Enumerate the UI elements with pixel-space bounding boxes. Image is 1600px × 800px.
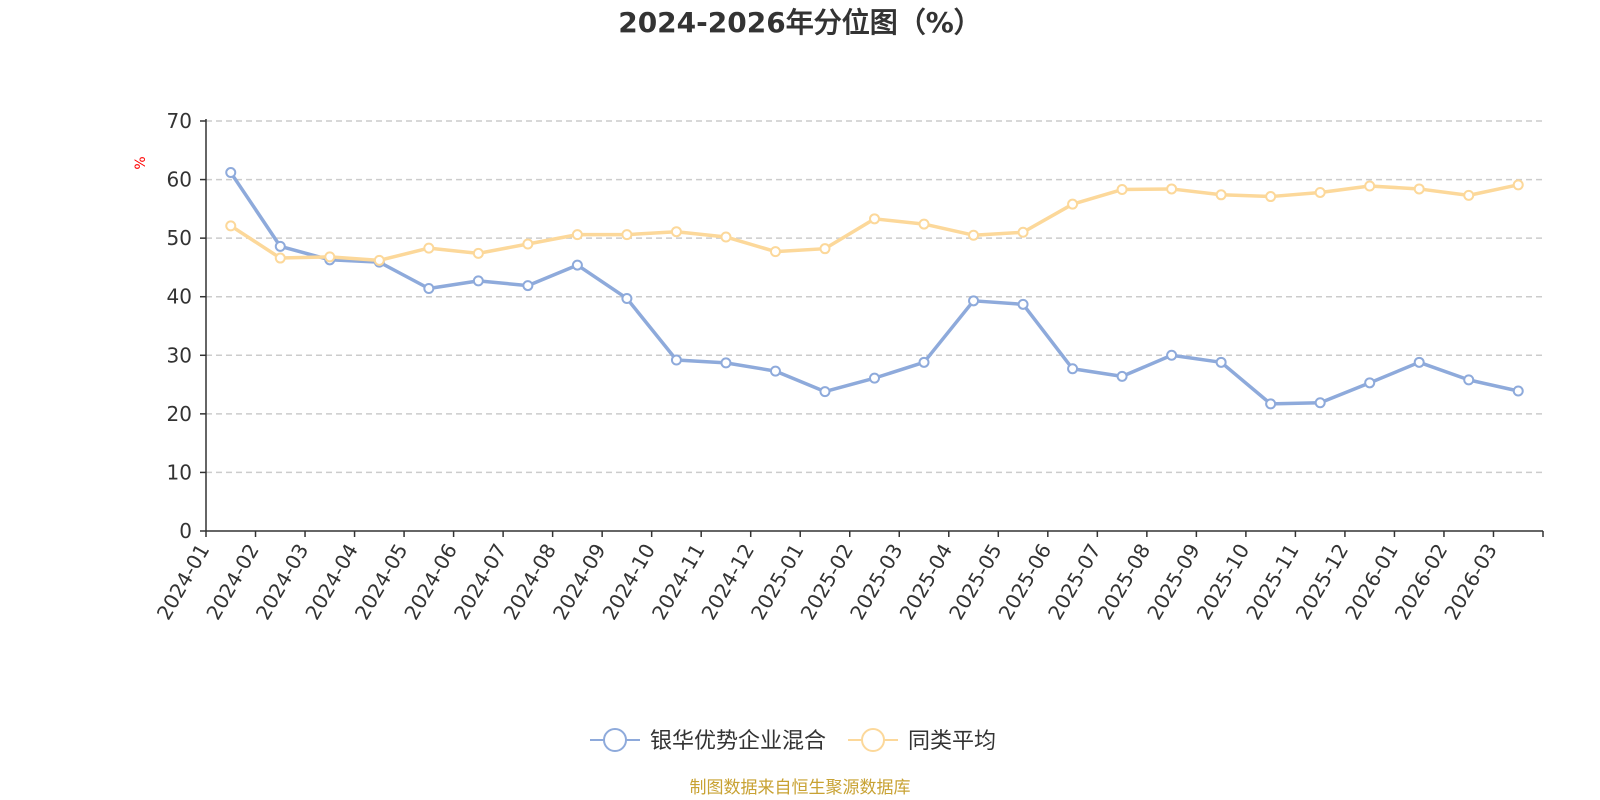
series-1-point[interactable] (670, 226, 682, 238)
series-0-point[interactable] (1512, 385, 1524, 397)
y-tick-label: 50 (167, 226, 192, 250)
series-1-point[interactable] (918, 218, 930, 230)
series-0-point[interactable] (1017, 298, 1029, 310)
series-1-point[interactable] (274, 252, 286, 264)
series-1-point[interactable] (1116, 184, 1128, 196)
series-0-point[interactable] (819, 386, 831, 398)
series-0-point[interactable] (571, 259, 583, 271)
series-1-point[interactable] (522, 238, 534, 250)
y-tick-label: 10 (167, 460, 192, 484)
series-0-point[interactable] (1215, 356, 1227, 368)
series-0-point[interactable] (274, 240, 286, 252)
legend-label: 同类平均 (908, 729, 996, 754)
series-1-point[interactable] (1463, 189, 1475, 201)
chart-title: 2024-2026年分位图（%） (618, 6, 982, 39)
series-0-point[interactable] (720, 357, 732, 369)
series-1-point[interactable] (1512, 179, 1524, 191)
legend-item-1[interactable]: 同类平均 (848, 728, 996, 754)
legend-marker (603, 728, 627, 752)
series-0-point[interactable] (918, 356, 930, 368)
series-1-point[interactable] (819, 243, 831, 255)
series-0-point[interactable] (1413, 356, 1425, 368)
series-1-point[interactable] (1166, 183, 1178, 195)
series-1-point[interactable] (769, 246, 781, 258)
series-0-point[interactable] (621, 292, 633, 304)
series-0-point[interactable] (670, 354, 682, 366)
series-1-point[interactable] (472, 247, 484, 259)
series-0-point[interactable] (225, 167, 237, 179)
y-axis-unit-label: % (133, 156, 149, 169)
series-0-point[interactable] (1364, 377, 1376, 389)
series-0-point[interactable] (1314, 397, 1326, 409)
series-1-point[interactable] (869, 213, 880, 225)
series-1-point[interactable] (1017, 226, 1029, 238)
legend-label: 银华优势企业混合 (650, 729, 826, 754)
y-tick-label: 60 (167, 168, 192, 192)
legend-marker (861, 728, 886, 752)
y-tick-label: 20 (167, 402, 192, 426)
grid-lines (206, 120, 1543, 474)
y-tick-label: 0 (179, 519, 192, 543)
series-1-point[interactable] (225, 220, 237, 232)
series-0-point[interactable] (1067, 363, 1079, 375)
series-1-point[interactable] (1364, 180, 1376, 192)
series-1-point[interactable] (373, 254, 385, 266)
series-1-point[interactable] (1215, 189, 1227, 201)
series-0-point[interactable] (869, 372, 880, 384)
y-tick-label: 70 (167, 109, 192, 133)
series-0-point[interactable] (1463, 374, 1475, 386)
data-source-note: 制图数据来自恒生聚源数据库 (690, 778, 911, 798)
series-0-point[interactable] (472, 275, 484, 287)
y-tick-label: 30 (167, 343, 192, 367)
series-0-point[interactable] (1166, 349, 1178, 361)
series-1-point[interactable] (324, 251, 336, 263)
series-1-point[interactable] (621, 229, 633, 241)
series-1-point[interactable] (423, 242, 435, 254)
series-0-point[interactable] (1265, 398, 1277, 410)
legend[interactable]: 银华优势企业混合 同类平均 (590, 728, 996, 754)
axes: 0102030405060702024-012024-022024-032024… (152, 109, 1544, 624)
series-1-point[interactable] (571, 229, 583, 241)
series-lines (225, 167, 1524, 410)
series-1-point[interactable] (1067, 198, 1079, 210)
series-1-point[interactable] (1265, 191, 1277, 203)
y-tick-label: 40 (167, 285, 192, 309)
series-1-point[interactable] (720, 231, 732, 243)
series-0-point[interactable] (522, 280, 534, 292)
series-1-point[interactable] (968, 229, 980, 241)
series-0-point[interactable] (968, 295, 980, 307)
series-0-point[interactable] (1116, 370, 1128, 382)
series-0-point[interactable] (769, 365, 781, 377)
series-0-point[interactable] (423, 283, 435, 295)
legend-item-0[interactable]: 银华优势企业混合 (590, 728, 826, 754)
series-1-point[interactable] (1314, 186, 1326, 198)
series-1-point[interactable] (1413, 183, 1425, 195)
